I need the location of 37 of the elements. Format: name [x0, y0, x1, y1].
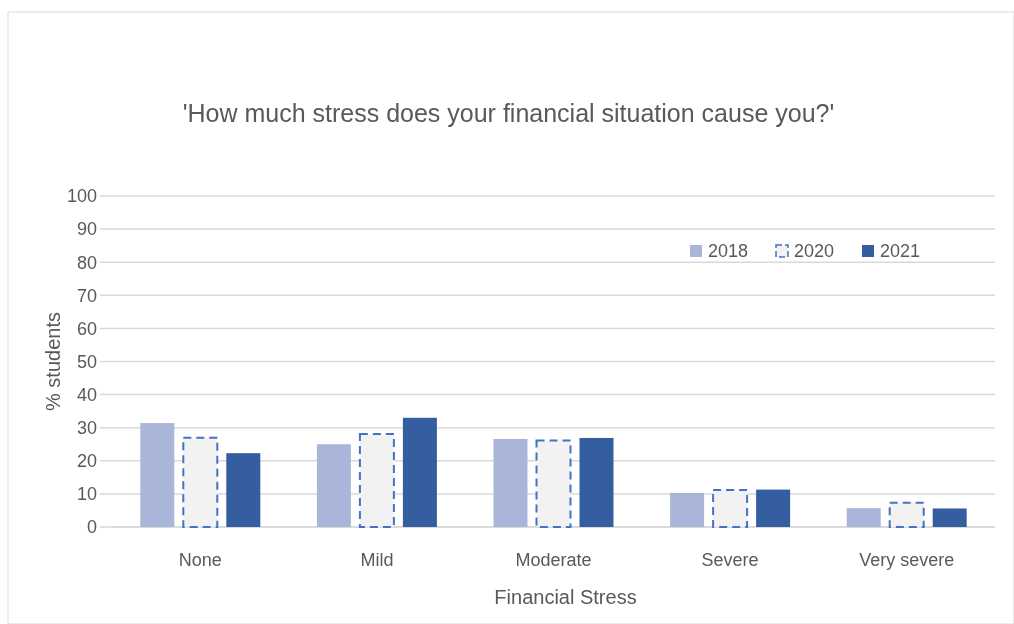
- bar: [402, 417, 437, 527]
- x-tick-label: Very severe: [859, 550, 955, 570]
- bar: [140, 423, 175, 527]
- bar: [493, 438, 528, 527]
- y-tick-label: 30: [76, 418, 97, 438]
- bar: [316, 444, 351, 527]
- bar: [670, 492, 705, 527]
- y-tick-label: 90: [76, 219, 97, 240]
- y-tick-label: 0: [86, 517, 97, 538]
- y-tick-label: 100: [66, 186, 97, 207]
- y-tick-label: 70: [76, 285, 97, 306]
- y-tick-label: 50: [76, 351, 97, 372]
- bar: [182, 436, 219, 528]
- y-axis-title: % students: [42, 312, 64, 411]
- bar: [358, 432, 395, 528]
- bar: [712, 488, 749, 528]
- legend-label: 2020: [794, 241, 835, 262]
- y-tick-label: 10: [76, 484, 97, 505]
- x-tick-label: Moderate: [515, 550, 592, 570]
- y-tick-label: 60: [76, 318, 97, 339]
- x-tick-label: Mild: [360, 550, 394, 570]
- bar: [932, 508, 967, 527]
- bar: [226, 453, 261, 527]
- bar: [535, 439, 572, 528]
- y-tick-label: 20: [76, 451, 97, 472]
- chart-title: 'How much stress does your financial situation cause you?': [182, 99, 835, 127]
- x-tick-label: None: [178, 550, 222, 570]
- x-axis-title: Financial Stress: [494, 586, 637, 608]
- y-tick-label: 80: [76, 252, 97, 273]
- x-tick-label: Severe: [701, 550, 759, 570]
- bar: [846, 508, 881, 527]
- legend-label: 2021: [880, 241, 921, 262]
- bar: [756, 489, 791, 527]
- bar: [579, 437, 614, 527]
- bar: [888, 501, 925, 528]
- y-tick-label: 40: [76, 384, 97, 405]
- legend-label: 2018: [708, 241, 749, 262]
